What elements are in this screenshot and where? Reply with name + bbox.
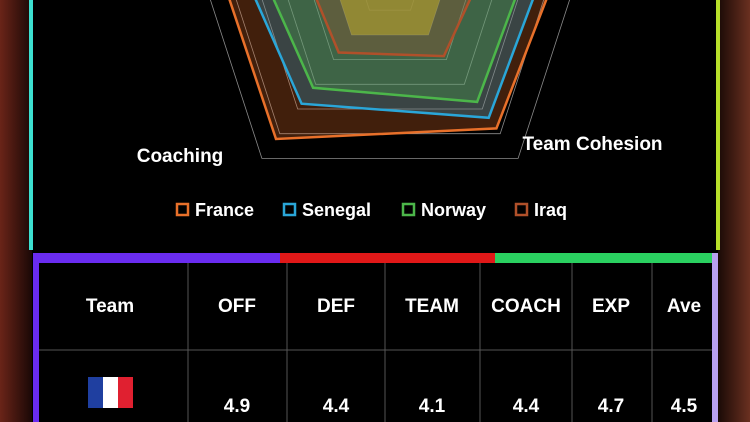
legend-label: France <box>195 200 254 220</box>
radar-grid <box>313 0 467 60</box>
legend-swatch <box>401 202 416 217</box>
header-cell: Team <box>86 296 134 317</box>
stripe <box>280 253 495 263</box>
frame-right <box>716 0 720 250</box>
crowd-right <box>718 0 750 422</box>
flag-blue <box>88 377 103 408</box>
legend-swatch <box>514 202 529 217</box>
radar-grid <box>261 0 519 110</box>
legend-label: Senegal <box>302 200 371 220</box>
legend-label: Iraq <box>534 200 567 220</box>
cell: 4.1 <box>419 396 446 417</box>
header-cell: Ave <box>667 296 701 317</box>
radar-grid <box>210 0 570 159</box>
cell: 4.5 <box>671 396 698 417</box>
radar-grid <box>287 0 493 85</box>
cell: 4.4 <box>323 396 350 417</box>
radar-core <box>340 0 440 35</box>
axis-label-box: Team Cohesion <box>522 134 663 155</box>
radar-chart <box>210 0 570 159</box>
flag <box>88 377 133 408</box>
flag-white <box>103 377 118 408</box>
stripe <box>35 253 280 263</box>
header-cell: COACH <box>491 296 561 317</box>
legend-label: Norway <box>421 200 486 220</box>
cell: 4.7 <box>598 396 624 417</box>
cell: 4.9 <box>224 396 250 417</box>
frame-left <box>29 0 33 250</box>
flag-red <box>118 377 133 408</box>
legend-swatch <box>282 202 297 217</box>
header-cell: DEF <box>317 296 355 317</box>
radar-shape <box>272 0 517 104</box>
crowd-left <box>0 0 32 422</box>
table-border-left <box>33 253 39 422</box>
legend-swatch <box>175 202 190 217</box>
stripe <box>495 253 718 263</box>
table: Team OFF DEF TEAM COACH EXP Ave 4.9 4.4 4.1 4.4 4.7… <box>86 263 701 422</box>
cell: 4.4 <box>513 396 540 417</box>
table-border-right <box>712 253 718 422</box>
header-cell: OFF <box>218 296 256 317</box>
header-cell: EXP <box>592 296 630 317</box>
legend: France Senegal Norway Iraq <box>175 200 567 220</box>
axis-label: Team Cohesion <box>522 134 663 155</box>
axis-label: Coaching <box>137 146 224 167</box>
header-cell: TEAM <box>405 296 459 317</box>
